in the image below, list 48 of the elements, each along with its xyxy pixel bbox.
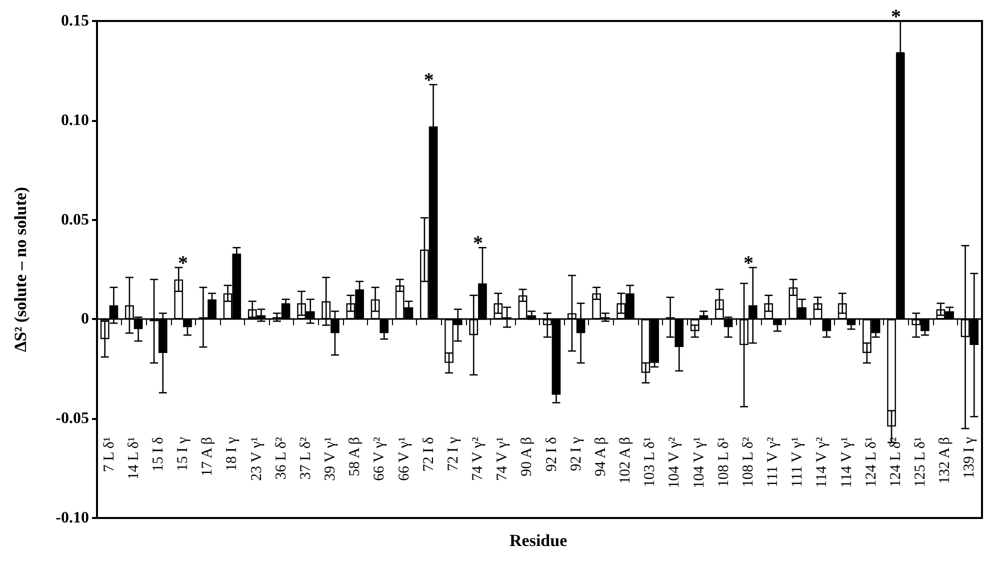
x-tick-label: 104 V γ¹ — [691, 437, 708, 488]
x-tick-label: 132 A β — [937, 437, 954, 484]
x-tick-label: 72 I δ — [420, 437, 437, 472]
x-tick-label: 114 V γ² — [814, 436, 830, 488]
x-tick-label: 58 A β — [347, 437, 364, 476]
x-tick-label: 92 I δ — [544, 437, 560, 472]
x-tick-label: 90 A β — [519, 437, 536, 476]
x-tick-label: 108 L δ² — [740, 436, 756, 488]
x-tick-label: 66 V γ² — [372, 436, 388, 481]
annotation: * — [424, 70, 434, 92]
x-tick-label: 74 V γ¹ — [494, 437, 511, 481]
x-tick-label: 139 I γ — [962, 436, 978, 479]
x-axis-title: Residue — [510, 531, 568, 550]
x-tick-label: 103 L δ¹ — [642, 437, 658, 488]
x-tick-label: 39 V γ¹ — [322, 437, 339, 481]
y-axis-title: ΔS² (solute – no solute) — [11, 187, 30, 352]
annotation: * — [743, 252, 754, 275]
x-tick-label: 72 I γ — [445, 436, 462, 472]
x-tick-label: 94 A β — [592, 437, 609, 476]
y-tick-label: 0.15 — [61, 12, 89, 30]
annotation: * — [890, 6, 901, 28]
annotation: * — [473, 232, 484, 255]
y-tick-label: 0.10 — [61, 112, 89, 129]
x-tick-label: 104 V γ² — [666, 436, 683, 488]
x-tick-label: 15 I γ — [175, 436, 192, 472]
x-tick-label: 102 A β — [618, 437, 634, 484]
x-tick-label: 66 V γ¹ — [396, 437, 412, 481]
x-tick-label: 23 V γ¹ — [248, 437, 265, 481]
x-tick-label: 7 L δ¹ — [101, 437, 118, 472]
x-tick-label: 111 V γ¹ — [790, 437, 806, 488]
y-tick-label: -0.10 — [56, 510, 89, 526]
x-tick-label: 74 V γ² — [470, 436, 486, 481]
x-tick-label: 124 L δ¹ — [863, 437, 880, 488]
x-tick-label: 14 L δ¹ — [126, 437, 142, 480]
x-tick-label: 114 V γ¹ — [838, 437, 855, 488]
x-tick-label: 36 L δ² — [273, 436, 290, 480]
x-tick-label: 15 I δ — [150, 437, 166, 472]
x-tick-label: 17 A β — [200, 437, 216, 476]
annotation: * — [178, 252, 188, 275]
x-tick-label: 111 V γ² — [765, 436, 782, 488]
y-tick-label: 0 — [81, 310, 89, 328]
x-tick-label: 92 I γ — [568, 436, 584, 472]
x-tick-label: 108 L δ¹ — [716, 437, 732, 488]
x-tick-label: 18 I γ — [224, 436, 240, 472]
x-tick-label: 125 L δ¹ — [912, 437, 929, 488]
y-tick-label: -0.05 — [56, 410, 89, 428]
y-tick-label: 0.05 — [61, 211, 89, 228]
x-tick-label: 37 L δ² — [298, 436, 314, 480]
